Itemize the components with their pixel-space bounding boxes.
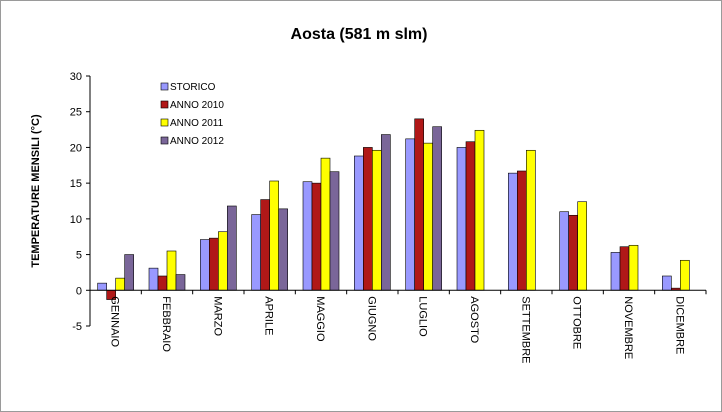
bar bbox=[414, 118, 424, 291]
bar bbox=[474, 129, 485, 291]
bar bbox=[175, 274, 186, 291]
bar bbox=[610, 252, 621, 291]
bar bbox=[372, 149, 382, 291]
x-tick-label: APRILE bbox=[263, 296, 275, 335]
bar bbox=[97, 282, 107, 291]
bar bbox=[302, 181, 313, 291]
x-tick-label: GENNAIO bbox=[109, 296, 121, 347]
x-tick-label: FEBBRAIO bbox=[160, 296, 172, 352]
bar bbox=[329, 171, 340, 291]
bar bbox=[311, 182, 322, 291]
x-tick-label: OTTOBRE bbox=[571, 296, 583, 349]
bar bbox=[166, 250, 177, 291]
bars-group bbox=[97, 118, 690, 300]
chart-title: Aosta (581 m slm) bbox=[291, 26, 428, 43]
legend-swatch bbox=[160, 100, 169, 109]
bar bbox=[568, 214, 578, 291]
x-tick-label: SETTEMBRE bbox=[519, 296, 531, 363]
bar bbox=[577, 201, 587, 291]
bar bbox=[209, 237, 219, 291]
legend-swatch bbox=[160, 118, 169, 127]
y-tick-label: 0 bbox=[76, 285, 82, 297]
legend-swatch bbox=[160, 136, 169, 145]
y-tick-label: 5 bbox=[76, 250, 82, 262]
bar bbox=[680, 259, 690, 291]
bar bbox=[619, 246, 630, 291]
y-tick-label: -5 bbox=[72, 321, 82, 333]
bar bbox=[405, 138, 415, 291]
bar bbox=[227, 205, 237, 291]
legend-label: ANNO 2011 bbox=[170, 118, 224, 129]
bar bbox=[278, 208, 288, 291]
bar bbox=[508, 172, 518, 291]
y-ticks-group: -5 0 5 10 15 20 25 30 bbox=[70, 71, 90, 333]
bar bbox=[157, 275, 168, 291]
bar bbox=[381, 134, 391, 291]
legend: STORICO ANNO 2010 ANNO 2011 ANNO 2012 bbox=[160, 82, 224, 147]
axes-group bbox=[89, 76, 707, 326]
bar bbox=[559, 211, 569, 291]
bar bbox=[628, 244, 639, 291]
bar bbox=[200, 239, 210, 291]
bar bbox=[218, 231, 228, 291]
x-tick-label: LUGLIO bbox=[417, 296, 429, 337]
y-tick-label: 15 bbox=[70, 178, 82, 190]
y-tick-label: 25 bbox=[70, 107, 82, 119]
bar bbox=[148, 267, 159, 291]
y-tick-label: 20 bbox=[70, 142, 82, 154]
bar bbox=[269, 180, 279, 291]
bar bbox=[662, 275, 672, 291]
bar bbox=[423, 142, 433, 291]
category-labels-group: GENNAIO FEBBRAIO MARZO APRILE MAGGIO GIUGNO LU… bbox=[109, 296, 686, 363]
bar bbox=[354, 155, 364, 291]
bar bbox=[517, 170, 527, 291]
bar bbox=[432, 126, 442, 291]
x-tick-label: NOVEMBRE bbox=[622, 296, 634, 359]
legend-label: STORICO bbox=[170, 82, 216, 93]
bar bbox=[115, 277, 125, 291]
bar bbox=[320, 157, 331, 291]
y-tick-label: 30 bbox=[70, 71, 82, 83]
bar bbox=[124, 254, 134, 291]
y-tick-label: 10 bbox=[70, 214, 82, 226]
bar bbox=[465, 141, 476, 291]
x-tick-label: MAGGIO bbox=[314, 296, 326, 342]
bar bbox=[260, 199, 270, 291]
x-tick-label: MARZO bbox=[211, 296, 223, 336]
x-tick-label: GIUGNO bbox=[365, 296, 377, 341]
legend-label: ANNO 2012 bbox=[170, 136, 224, 147]
bar bbox=[526, 149, 536, 291]
legend-swatch bbox=[160, 82, 169, 91]
legend-label: ANNO 2010 bbox=[170, 100, 224, 111]
x-tick-label: AGOSTO bbox=[468, 296, 480, 343]
bar bbox=[456, 147, 467, 291]
bar bbox=[363, 147, 373, 291]
bar bbox=[251, 214, 261, 291]
x-tick-label: DICEMBRE bbox=[673, 296, 685, 354]
y-axis-label: TEMPERATURE MENSILI (°C) bbox=[30, 114, 42, 268]
